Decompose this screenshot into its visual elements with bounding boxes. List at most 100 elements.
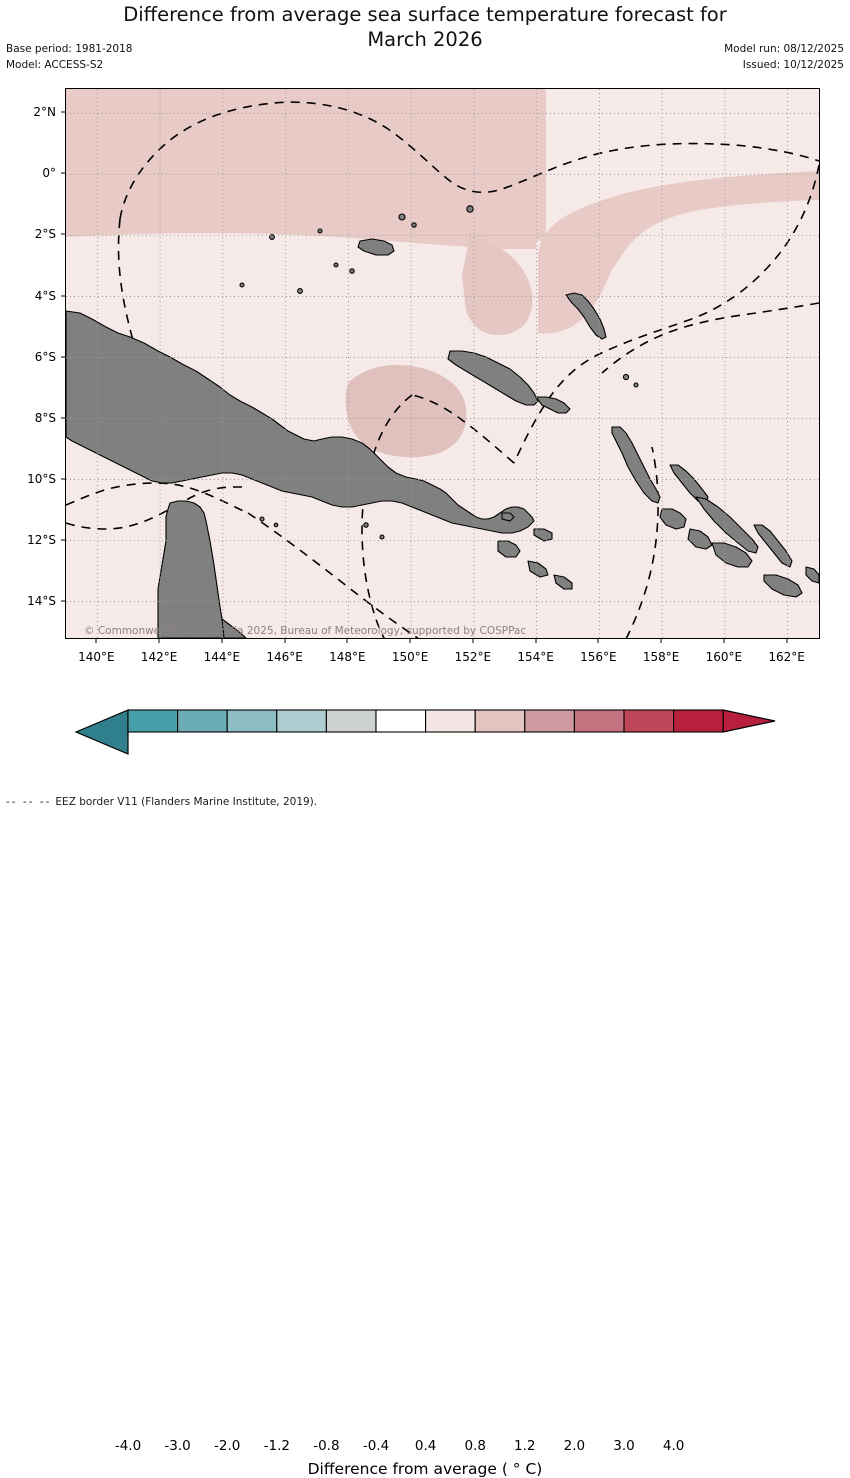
colorbar <box>74 709 776 755</box>
land-trobriand <box>501 512 515 522</box>
colorbar-tick-label: 2.0 <box>563 1438 586 1454</box>
x-tick-label: 148°E <box>329 650 366 664</box>
model-run-text: Model run: 08/12/2025 <box>724 43 844 55</box>
title-line-2: March 2026 <box>367 28 483 51</box>
colorbar-tick-label: -0.4 <box>362 1438 390 1454</box>
map-gridlines <box>66 89 819 638</box>
x-tick-label: 152°E <box>454 650 492 664</box>
colorbar-tick-label: -0.8 <box>313 1438 340 1454</box>
colorbar-band <box>127 709 179 733</box>
colorbar-band <box>226 709 278 733</box>
model-text: Model: ACCESS-S2 <box>6 58 104 71</box>
land-australia-east-coast <box>221 618 247 638</box>
land-small-island <box>633 382 639 388</box>
land-santa-cruz <box>805 566 819 584</box>
x-tick-label: 144°E <box>203 650 241 664</box>
base-period-text: Base period: 1981-2018 <box>6 43 133 55</box>
colorbar-tick-label: 4.0 <box>662 1438 685 1454</box>
land-small-island <box>239 282 245 288</box>
colorbar-band <box>177 709 228 733</box>
colorbar-tick-label: -1.2 <box>263 1438 290 1454</box>
land-small-island <box>349 268 355 274</box>
land-dentrecasteaux <box>497 540 521 558</box>
land-woodlark <box>533 528 553 542</box>
land-new-britain-east <box>535 396 571 414</box>
x-tick-label: 142°E <box>140 650 178 664</box>
land-russell-islands <box>687 528 713 550</box>
land-guadalcanal <box>711 542 753 568</box>
land-small-island <box>379 534 385 540</box>
land-small-island <box>333 262 339 268</box>
title-line-1: Difference from average sea surface temp… <box>123 3 727 26</box>
x-tick-label: 154°E <box>517 650 554 664</box>
land-small-island <box>317 228 323 234</box>
land-louisiade-1 <box>527 560 549 578</box>
eez-legend-footnote: -- -- -- EEZ border V11 (Flanders Marine … <box>6 796 317 808</box>
x-tick-label: 140°E <box>78 650 115 664</box>
land-small-island <box>273 522 279 528</box>
colorbar-tick-label: 0.4 <box>414 1438 437 1454</box>
land-small-island <box>363 522 369 528</box>
landmass-group <box>66 205 819 638</box>
x-tick-label: 162°E <box>768 650 805 664</box>
page-title: Difference from average sea surface temp… <box>0 2 850 52</box>
land-small-island <box>411 222 417 228</box>
colorbar-band <box>325 709 377 733</box>
x-tick-label: 158°E <box>642 650 680 664</box>
colorbar-tick-label: -3.0 <box>164 1438 191 1454</box>
land-new-ireland <box>565 292 607 340</box>
x-tick-label: 150°E <box>391 650 429 664</box>
sst-anomaly-map <box>66 89 819 638</box>
y-tick-label: 12°S <box>27 532 56 547</box>
x-axis-labels: 140°E 142°E 144°E 146°E 148°E 150°E 152°… <box>78 650 805 664</box>
colorbar-axis-label: Difference from average ( ° C) <box>307 1460 543 1478</box>
colorbar-band <box>573 709 625 733</box>
colorbar-tick-label: -4.0 <box>114 1438 142 1454</box>
land-new-britain <box>447 350 539 406</box>
colorbar-band <box>673 709 724 733</box>
y-tick-label: 8°S <box>34 410 56 425</box>
anomaly-band-0.8-1.2-solomon-sea <box>345 365 467 458</box>
land-new-georgia <box>659 508 687 530</box>
y-axis-labels: 2°N 0° 2°S 4°S 6°S 8°S 10°S 12°S 14°S <box>0 0 62 816</box>
land-makira <box>763 574 803 598</box>
land-malaita <box>753 524 793 568</box>
y-tick-label: 0° <box>42 166 56 181</box>
y-tick-label: 6°S <box>34 349 56 364</box>
colorbar-tick-label: 0.8 <box>464 1438 486 1454</box>
land-small-island <box>466 205 474 213</box>
x-tick-label: 146°E <box>266 650 303 664</box>
y-tick-label: 4°S <box>34 288 56 303</box>
colorbar-under-arrow <box>74 709 129 755</box>
colorbar-band <box>276 709 327 733</box>
land-manus-island <box>357 238 395 256</box>
land-santa-isabel <box>695 496 759 554</box>
chart-header: Difference from average sea surface temp… <box>0 0 850 86</box>
colorbar-tick-label: 3.0 <box>613 1438 635 1454</box>
land-small-island <box>622 373 630 381</box>
colorbar-tick-label: -2.0 <box>214 1438 241 1454</box>
metadata-right: Model run: 08/12/2025 Issued: 10/12/2025 <box>724 42 844 73</box>
metadata-left: Base period: 1981-2018 Model: ACCESS-S2 <box>6 42 132 73</box>
y-tick-label: 2°N <box>33 105 56 120</box>
colorbar-bands <box>127 709 724 733</box>
land-bougainville <box>611 426 661 504</box>
eez-legend-text: EEZ border V11 (Flanders Marine Institut… <box>55 796 318 808</box>
dashed-line-sample: -- -- -- <box>6 796 52 808</box>
issued-text: Issued: 10/12/2025 <box>742 58 844 71</box>
land-louisiade-2 <box>553 574 573 590</box>
y-tick-label: 14°S <box>27 593 56 608</box>
colorbar-over-arrow <box>722 709 776 733</box>
land-small-island <box>398 213 406 221</box>
x-tick-label: 160°E <box>705 650 743 664</box>
anomaly-band-0.8-1.2-northwest <box>66 89 546 241</box>
colorbar-tick-label: 1.2 <box>514 1438 536 1454</box>
colorbar-band <box>623 709 675 733</box>
land-small-island <box>297 288 303 294</box>
colorbar-band <box>524 709 575 733</box>
colorbar-band <box>474 709 526 733</box>
colorbar-band <box>375 709 427 733</box>
land-new-guinea <box>66 310 535 534</box>
y-tick-label: 2°S <box>34 227 56 242</box>
x-tick-label: 156°E <box>580 650 617 664</box>
